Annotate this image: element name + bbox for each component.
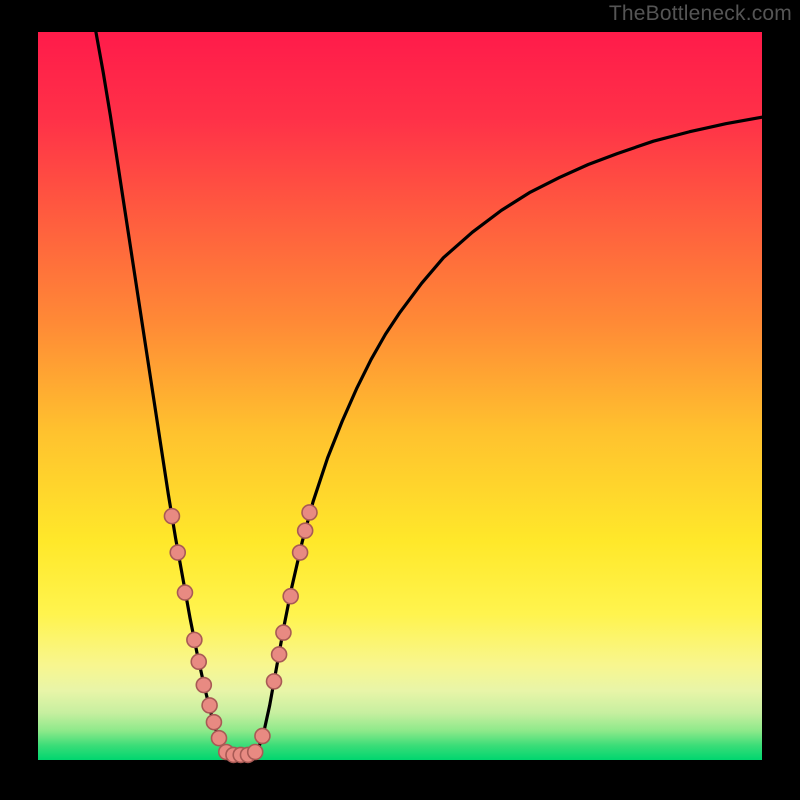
data-marker bbox=[191, 654, 206, 669]
data-marker bbox=[170, 545, 185, 560]
watermark-text: TheBottleneck.com bbox=[609, 2, 792, 26]
data-marker bbox=[196, 678, 211, 693]
bottleneck-curve-chart bbox=[0, 0, 800, 800]
data-marker bbox=[276, 625, 291, 640]
data-marker bbox=[255, 728, 270, 743]
data-marker bbox=[212, 731, 227, 746]
data-marker bbox=[177, 585, 192, 600]
chart-container: TheBottleneck.com bbox=[0, 0, 800, 800]
data-marker bbox=[164, 509, 179, 524]
data-marker bbox=[302, 505, 317, 520]
data-marker bbox=[248, 744, 263, 759]
data-marker bbox=[272, 647, 287, 662]
data-marker bbox=[206, 715, 221, 730]
data-marker bbox=[293, 545, 308, 560]
data-marker bbox=[267, 674, 282, 689]
data-marker bbox=[283, 589, 298, 604]
data-marker bbox=[202, 698, 217, 713]
data-marker bbox=[187, 632, 202, 647]
data-marker bbox=[298, 523, 313, 538]
